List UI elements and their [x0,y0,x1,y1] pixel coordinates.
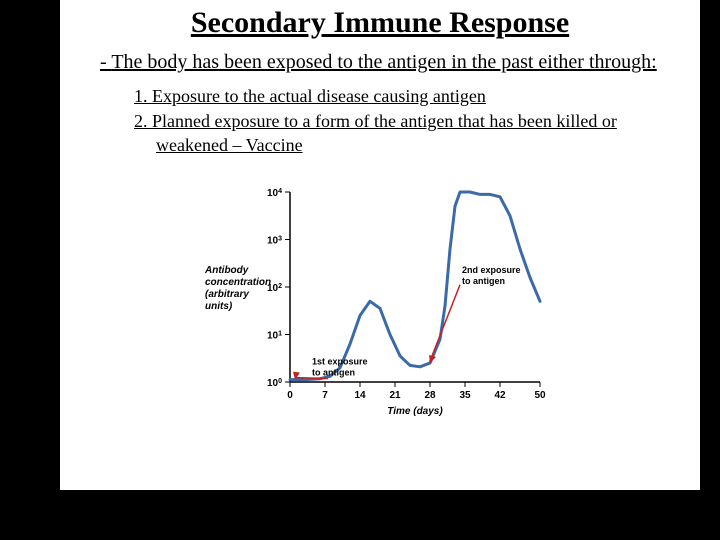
svg-text:28: 28 [424,390,436,401]
sub-point-2-text: Planned exposure to a form of the antige… [152,111,617,154]
svg-text:42: 42 [494,390,506,401]
svg-text:Antibody: Antibody [204,265,249,276]
svg-text:7: 7 [322,390,328,401]
slide-title: Secondary Immune Response [80,6,680,40]
svg-text:Time (days): Time (days) [387,406,443,417]
chart-container: 07142128354250100101102103104Antibodycon… [80,167,680,417]
svg-text:1st exposure: 1st exposure [312,357,368,367]
svg-text:concentration: concentration [205,277,271,288]
svg-text:14: 14 [354,390,366,401]
svg-text:to antigen: to antigen [462,276,505,286]
sub-point-1-text: Exposure to the actual disease causing a… [152,86,486,106]
svg-text:21: 21 [389,390,401,401]
svg-text:(arbitrary: (arbitrary [205,289,249,300]
svg-text:units): units) [205,301,233,312]
sub-point-2: 2. Planned exposure to a form of the ant… [134,110,680,157]
svg-text:to antigen: to antigen [312,368,355,378]
svg-text:50: 50 [534,390,546,401]
antibody-concentration-chart: 07142128354250100101102103104Antibodycon… [200,167,560,417]
sub-point-1: 1. Exposure to the actual disease causin… [134,85,680,108]
svg-text:0: 0 [287,390,293,401]
svg-text:35: 35 [459,390,471,401]
slide: Secondary Immune Response The body has b… [60,0,700,490]
svg-text:2nd exposure: 2nd exposure [462,265,521,275]
main-bullet: The body has been exposed to the antigen… [84,50,680,75]
